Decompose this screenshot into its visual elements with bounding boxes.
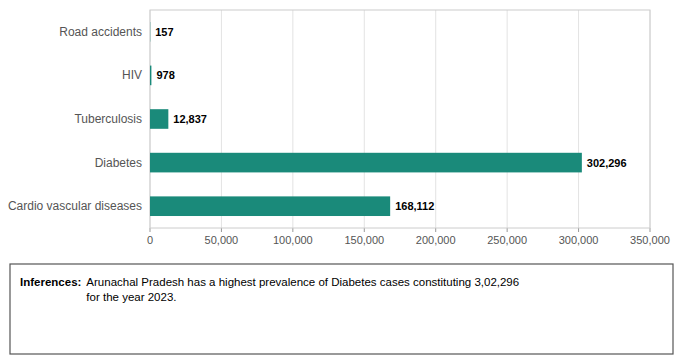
data-label: 157: [155, 26, 173, 38]
grid-line: [364, 10, 365, 228]
x-tick: [650, 228, 651, 232]
bars: [150, 22, 582, 216]
x-axis: 0 50,000 100,000 150,000 200,000 250,000 300,0…: [147, 228, 670, 246]
x-tick: [292, 228, 293, 232]
data-label: 978: [156, 69, 174, 81]
x-tick: [364, 228, 365, 232]
inference-border: [10, 264, 673, 354]
x-tick: [150, 228, 151, 232]
grid-line: [292, 10, 293, 228]
data-label: 302,296: [587, 157, 627, 169]
inference-line: Arunachal Pradesh has a highest prevalen…: [86, 276, 519, 288]
grid: [150, 10, 650, 228]
category-label: Road accidents: [59, 25, 142, 39]
bar: [150, 196, 390, 216]
grid-line: [507, 10, 508, 228]
x-tick-label: 200,000: [416, 234, 456, 246]
x-tick-label: 150,000: [344, 234, 384, 246]
x-tick-label: 350,000: [630, 234, 670, 246]
plot-frame: [150, 10, 650, 228]
y-axis: Cardio vascular diseases Diabetes Tubercul…: [8, 25, 142, 213]
x-tick: [435, 228, 436, 232]
bar: [150, 22, 151, 42]
data-label: 168,112: [395, 200, 434, 212]
chart: 0 50,000 100,000 150,000 200,000 250,000 300,0…: [0, 0, 683, 362]
x-tick: [578, 228, 579, 232]
category-label: Diabetes: [95, 156, 142, 170]
x-tick-label: 50,000: [205, 234, 239, 246]
category-label: HIV: [122, 68, 142, 82]
x-tick: [221, 228, 222, 232]
inference-line: for the year 2023.: [86, 291, 176, 303]
bar: [150, 66, 151, 86]
grid-line: [578, 10, 579, 228]
x-tick-label: 250,000: [487, 234, 527, 246]
inference-text: Arunachal Pradesh has a highest prevalen…: [86, 276, 519, 303]
inference-heading: Inferences:: [20, 276, 81, 288]
category-label: Cardio vascular diseases: [8, 199, 142, 213]
grid-line: [435, 10, 436, 228]
x-tick-label: 300,000: [559, 234, 599, 246]
category-label: Tuberculosis: [74, 112, 142, 126]
bar: [150, 153, 582, 173]
grid-line: [221, 10, 222, 228]
data-labels: 168,112 302,296 12,837 978 157: [155, 26, 626, 212]
x-tick-label: 100,000: [273, 234, 313, 246]
bar: [150, 109, 168, 129]
x-tick-label: 0: [147, 234, 153, 246]
data-label: 12,837: [173, 113, 207, 125]
inference-box: Inferences: Arunachal Pradesh has a highe…: [10, 264, 673, 354]
x-tick: [507, 228, 508, 232]
